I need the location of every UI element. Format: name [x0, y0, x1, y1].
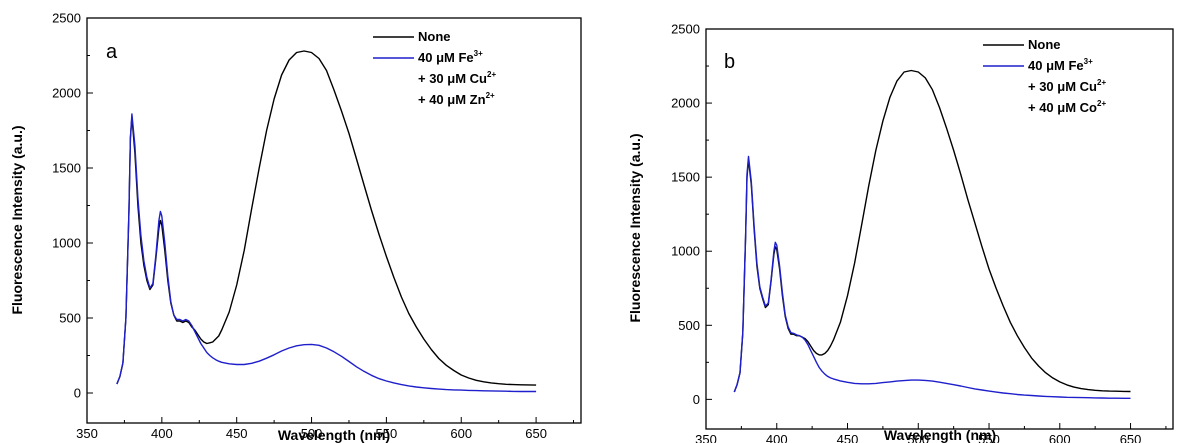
y-tick-label-0: 0 — [74, 386, 81, 401]
x-tick-label-650: 650 — [525, 426, 547, 441]
x-tick-label-350: 350 — [76, 426, 98, 441]
legend-entry-3: + 40 μM Co2+ — [1028, 99, 1106, 115]
y-axis-title-a: Fluorescence Intensity (a.u.) — [9, 125, 25, 314]
plot-frame-b — [705, 28, 1174, 430]
y-tick-label-1500: 1500 — [671, 170, 700, 185]
panel-label-b: b — [724, 51, 735, 73]
y-tick-label-2500: 2500 — [671, 22, 700, 37]
x-tick-label-500: 500 — [301, 426, 323, 441]
x-axis-title-b: Wavelength (nm) — [884, 427, 996, 443]
panel-label-a: a — [106, 41, 118, 63]
legend-entry-0: None — [1028, 37, 1061, 52]
x-tick-label-600: 600 — [450, 426, 472, 441]
x-tick-label-550: 550 — [376, 426, 398, 441]
x-tick-label-600: 600 — [1049, 432, 1071, 443]
lines-b — [733, 69, 1131, 399]
legend-entry-2: + 30 μM Cu2+ — [418, 70, 496, 86]
y-tick-label-500: 500 — [59, 311, 81, 326]
y-tick-label-1500: 1500 — [52, 161, 81, 176]
y-tick-label-0: 0 — [693, 392, 700, 407]
x-tick-label-400: 400 — [766, 432, 788, 443]
y-tick-label-2000: 2000 — [52, 86, 81, 101]
x-tick-label-350: 350 — [695, 432, 717, 443]
x-tick-label-500: 500 — [907, 432, 929, 443]
x-tick-label-400: 400 — [151, 426, 173, 441]
legend-entry-0: None — [418, 29, 451, 44]
lines-a — [116, 50, 537, 393]
y-tick-label-2500: 2500 — [52, 11, 81, 26]
legend-entry-2: + 30 μM Cu2+ — [1028, 78, 1106, 94]
series-line-metal-mix-a — [116, 113, 537, 393]
series-line-none-b — [733, 69, 1131, 393]
ticks-b: 350 400 450 500 550 600 650 0 500 1000 1500 2000 250… — [671, 22, 1167, 443]
legend-b: None 40 μM Fe3+ + 30 μM Cu2+ + 40 μM Co2+ — [983, 37, 1106, 115]
y-axis-title-b: Fluorescence Intensity (a.u.) — [627, 133, 643, 322]
x-tick-label-450: 450 — [837, 432, 859, 443]
legend-a: None 40 μM Fe3+ + 30 μM Cu2+ + 40 μM Zn2+ — [373, 29, 496, 107]
chart-panel-b: b Wavelength (nm) Fluorescence Intensity… — [627, 22, 1174, 443]
plot-frame-a — [86, 17, 582, 424]
y-tick-label-1000: 1000 — [52, 236, 81, 251]
legend-entry-3: + 40 μM Zn2+ — [418, 91, 495, 107]
ticks-a: 350 400 450 500 550 600 650 0 500 1000 1500 2000 250… — [52, 11, 575, 441]
y-tick-label-1000: 1000 — [671, 244, 700, 259]
x-axis-title-a: Wavelength (nm) — [278, 427, 390, 443]
x-tick-label-650: 650 — [1120, 432, 1142, 443]
chart-panel-a: a Wavelength (nm) Fluorescence Intensity… — [9, 11, 582, 443]
x-tick-label-550: 550 — [978, 432, 1000, 443]
legend-entry-1: 40 μM Fe3+ — [1028, 57, 1093, 73]
legend-entry-1: 40 μM Fe3+ — [418, 49, 483, 65]
series-line-metal-mix-b — [733, 155, 1131, 399]
x-tick-label-450: 450 — [226, 426, 248, 441]
y-tick-label-2000: 2000 — [671, 96, 700, 111]
y-tick-label-500: 500 — [678, 318, 700, 333]
